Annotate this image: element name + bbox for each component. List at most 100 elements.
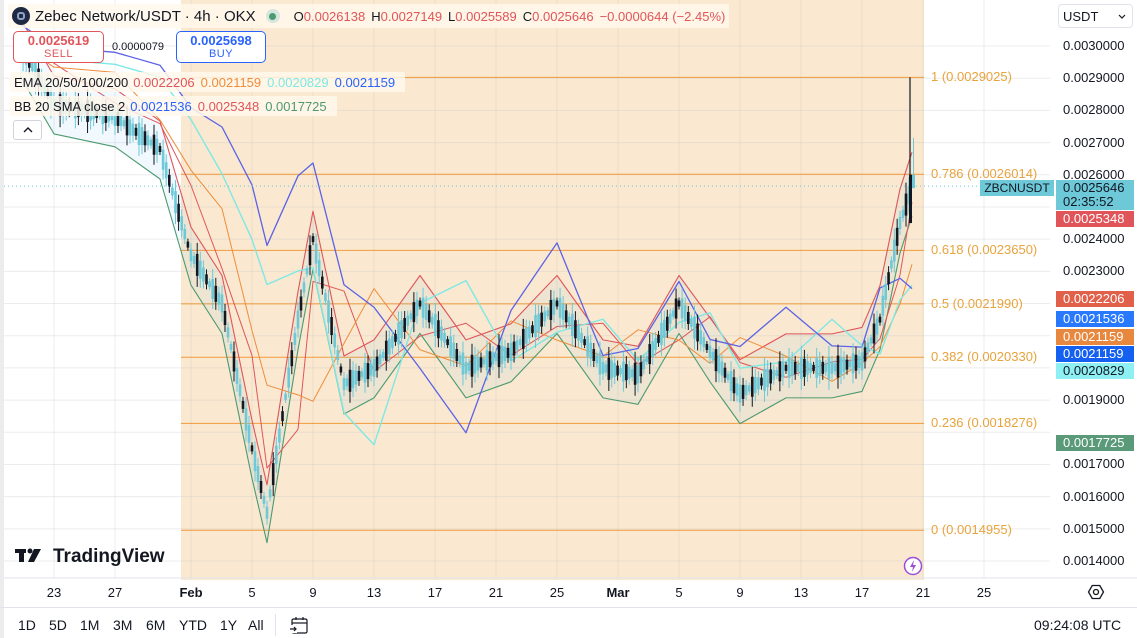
- ema50-value: 0.0021159: [200, 74, 262, 90]
- price-axis-label: 0.0019000: [1063, 392, 1125, 408]
- ohlc-change-value: −0.0000644 (−2.45%): [599, 8, 726, 24]
- chevron-up-icon: [23, 127, 32, 133]
- ema200-value: 0.0021159: [334, 74, 396, 90]
- collapse-legend-button[interactable]: [13, 120, 42, 140]
- chevron-down-icon: [1118, 14, 1126, 19]
- range-5d-button[interactable]: 5D: [49, 617, 67, 633]
- time-axis-label: 17: [854, 585, 870, 600]
- price-axis-label: 0.0030000: [1063, 38, 1125, 53]
- ema20-value: 0.0022206: [133, 74, 195, 90]
- time-axis-label: 9: [736, 585, 744, 600]
- bar-countdown: 02:35:52: [1063, 194, 1114, 209]
- fib-level-label: 0.5 (0.0021990): [931, 295, 1023, 311]
- currency-select-value: USDT: [1063, 8, 1099, 24]
- price-axis-label: 0.0014000: [1063, 553, 1125, 568]
- indicator-price-tag: 0.0025348: [1056, 211, 1134, 227]
- sell-label: SELL: [44, 47, 73, 60]
- price-axis-label: 0.0017000: [1063, 456, 1125, 472]
- buy-button[interactable]: 0.0025698 BUY: [176, 31, 266, 63]
- ohlc-high-value: 0.0027149: [380, 8, 443, 24]
- utc-clock[interactable]: 09:24:08 UTC: [1034, 617, 1122, 633]
- symbol-price-tag: ZBCNUSDT: [980, 180, 1054, 196]
- ema-name: EMA 20/50/100/200: [14, 74, 129, 90]
- time-axis-label: Feb: [179, 585, 203, 600]
- time-axis-label: 23: [46, 585, 62, 600]
- fib-level-label: 0.786 (0.0026014): [931, 166, 1038, 182]
- fib-level-label: 0 (0.0014955): [931, 522, 1012, 538]
- bb-lower-value: 0.0017725: [265, 98, 327, 114]
- sell-button[interactable]: 0.0025619 SELL: [13, 31, 104, 63]
- toolbar-divider: [275, 614, 276, 636]
- price-axis-label: 0.0029000: [1063, 70, 1125, 86]
- market-open-status-icon: [265, 9, 280, 23]
- indicator-price-tag: 0.0021536: [1056, 311, 1134, 327]
- range-all-button[interactable]: All: [248, 617, 264, 633]
- buy-label: BUY: [208, 47, 234, 60]
- range-1y-button[interactable]: 1Y: [220, 617, 238, 633]
- ohlc-open-value: 0.0026138: [303, 8, 366, 24]
- time-axis-label: 9: [309, 585, 317, 600]
- bollinger-legend[interactable]: BB 20 SMA close 2 0.0021536 0.0025348 0.…: [10, 96, 337, 116]
- ohlc-high-label: H: [371, 8, 381, 24]
- price-axis-label: 0.0015000: [1063, 520, 1125, 536]
- chart-settings-icon[interactable]: [1087, 583, 1105, 601]
- last-price-tag: 0.0025646 02:35:52: [1056, 180, 1134, 210]
- tradingview-logo-text: TradingView: [53, 546, 165, 567]
- range-1m-button[interactable]: 1M: [80, 617, 100, 633]
- range-3m-button[interactable]: 3M: [113, 617, 133, 633]
- price-axis-label: 0.0028000: [1063, 102, 1125, 118]
- time-axis-label: 25: [976, 585, 992, 600]
- lightning-event-icon[interactable]: [903, 556, 923, 576]
- left-edge: [0, 0, 4, 638]
- time-axis-label: 17: [427, 585, 443, 600]
- fib-level-label: 0.382 (0.0020330): [931, 349, 1038, 365]
- indicator-price-tag: 0.0021159: [1056, 346, 1134, 362]
- time-axis-label: 13: [366, 585, 382, 600]
- sell-price: 0.0025619: [27, 32, 90, 48]
- bottom-toolbar: [0, 607, 1137, 638]
- range-ytd-button[interactable]: YTD: [179, 617, 207, 633]
- indicator-price-tag: 0.0017725: [1056, 435, 1134, 451]
- time-axis-label: 21: [488, 585, 504, 600]
- last-price-value: 0.0025646: [1063, 180, 1125, 195]
- time-axis-label: 27: [107, 585, 123, 600]
- zebec-logo-icon: [12, 7, 30, 25]
- ohlc-open-label: O: [293, 8, 304, 24]
- ohlc-close-value: 0.0025646: [532, 8, 594, 24]
- range-1d-button[interactable]: 1D: [18, 617, 36, 633]
- indicator-price-tag: 0.0020829: [1056, 363, 1134, 379]
- time-axis-label: 5: [248, 585, 256, 600]
- time-axis-label: 21: [915, 585, 931, 600]
- tradingview-logo[interactable]: TradingView: [15, 546, 165, 568]
- symbol-legend: Zebec Network/USDT · 4h · OKX O 0.0026138…: [8, 4, 730, 28]
- bb-basis-value: 0.0021536: [130, 98, 192, 114]
- time-axis-label: Mar: [606, 585, 630, 600]
- currency-select[interactable]: USDT: [1058, 4, 1133, 28]
- ohlc-low-label: L: [448, 8, 456, 24]
- symbol-title[interactable]: Zebec Network/USDT · 4h · OKX: [35, 7, 256, 25]
- buy-price: 0.0025698: [190, 32, 252, 48]
- time-axis-label: 5: [675, 585, 683, 600]
- price-axis-label: 0.0026000: [1063, 166, 1125, 182]
- fib-level-label: 0.618 (0.0023650): [931, 242, 1038, 258]
- tradingview-mark-icon: [15, 547, 47, 568]
- fib-level-label: 1 (0.0029025): [931, 69, 1012, 85]
- price-axis-label: 0.0024000: [1063, 231, 1125, 247]
- fib-level-label: 0.236 (0.0018276): [931, 415, 1038, 431]
- range-6m-button[interactable]: 6M: [146, 617, 166, 633]
- bb-upper-value: 0.0025348: [197, 98, 260, 114]
- ema100-value: 0.0020829: [267, 74, 329, 90]
- bb-name: BB 20 SMA close 2: [14, 98, 126, 114]
- spread-value: 0.0000079: [112, 41, 164, 53]
- price-axis-label: 0.0027000: [1063, 134, 1125, 150]
- go-to-date-calendar-icon[interactable]: [288, 614, 310, 636]
- ohlc-close-label: C: [522, 8, 533, 24]
- price-axis-label: 0.0016000: [1063, 488, 1125, 504]
- ohlc-low-value: 0.0025589: [455, 8, 517, 24]
- ema-legend[interactable]: EMA 20/50/100/200 0.0022206 0.0021159 0.…: [10, 72, 406, 92]
- time-axis-label: 25: [549, 585, 565, 600]
- indicator-price-tag: 0.0022206: [1056, 291, 1134, 307]
- indicator-price-tag: 0.0021159: [1056, 329, 1134, 345]
